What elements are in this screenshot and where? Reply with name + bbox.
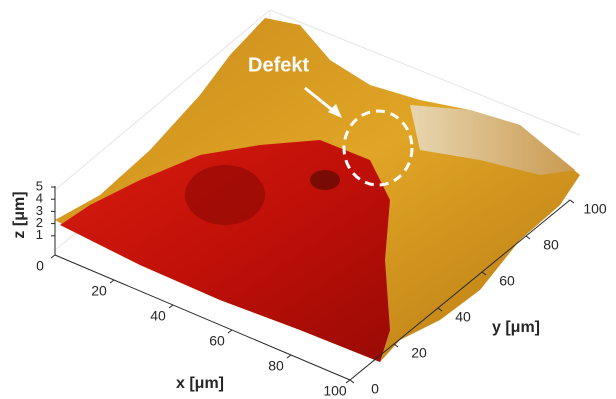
y-tick	[526, 236, 530, 239]
x-axis-label: x [μm]	[176, 375, 224, 392]
x-tick	[110, 280, 114, 283]
y-tick-label: 60	[499, 273, 515, 289]
x-tick-label: 80	[268, 358, 284, 374]
x-tick	[169, 305, 173, 308]
y-tick	[570, 200, 574, 203]
x-tick	[287, 355, 291, 358]
y-tick	[350, 380, 354, 383]
z-axis-label: z [μm]	[11, 191, 28, 238]
y-tick-label: 100	[583, 201, 607, 217]
x-tick	[51, 255, 55, 258]
y-tick-label: 80	[543, 237, 559, 253]
x-tick-label: 60	[209, 333, 225, 349]
x-tick-label: 0	[36, 258, 44, 274]
surface	[55, 18, 580, 362]
y-tick-label: 0	[371, 381, 379, 397]
y-tick-label: 40	[455, 309, 471, 325]
x-tick-label: 20	[91, 283, 107, 299]
x-tick	[228, 330, 232, 333]
y-tick-label: 20	[411, 345, 427, 361]
x-tick-label: 100	[323, 383, 347, 399]
chart: Defekt x [μm] y [μm] z [μm] 0 20 40 60 80 100…	[0, 0, 616, 399]
x-tick-label: 40	[150, 308, 166, 324]
z-tick-label: 5	[36, 178, 43, 193]
annotation: Defekt	[248, 54, 309, 76]
y-axis-label: y [μm]	[492, 319, 540, 336]
